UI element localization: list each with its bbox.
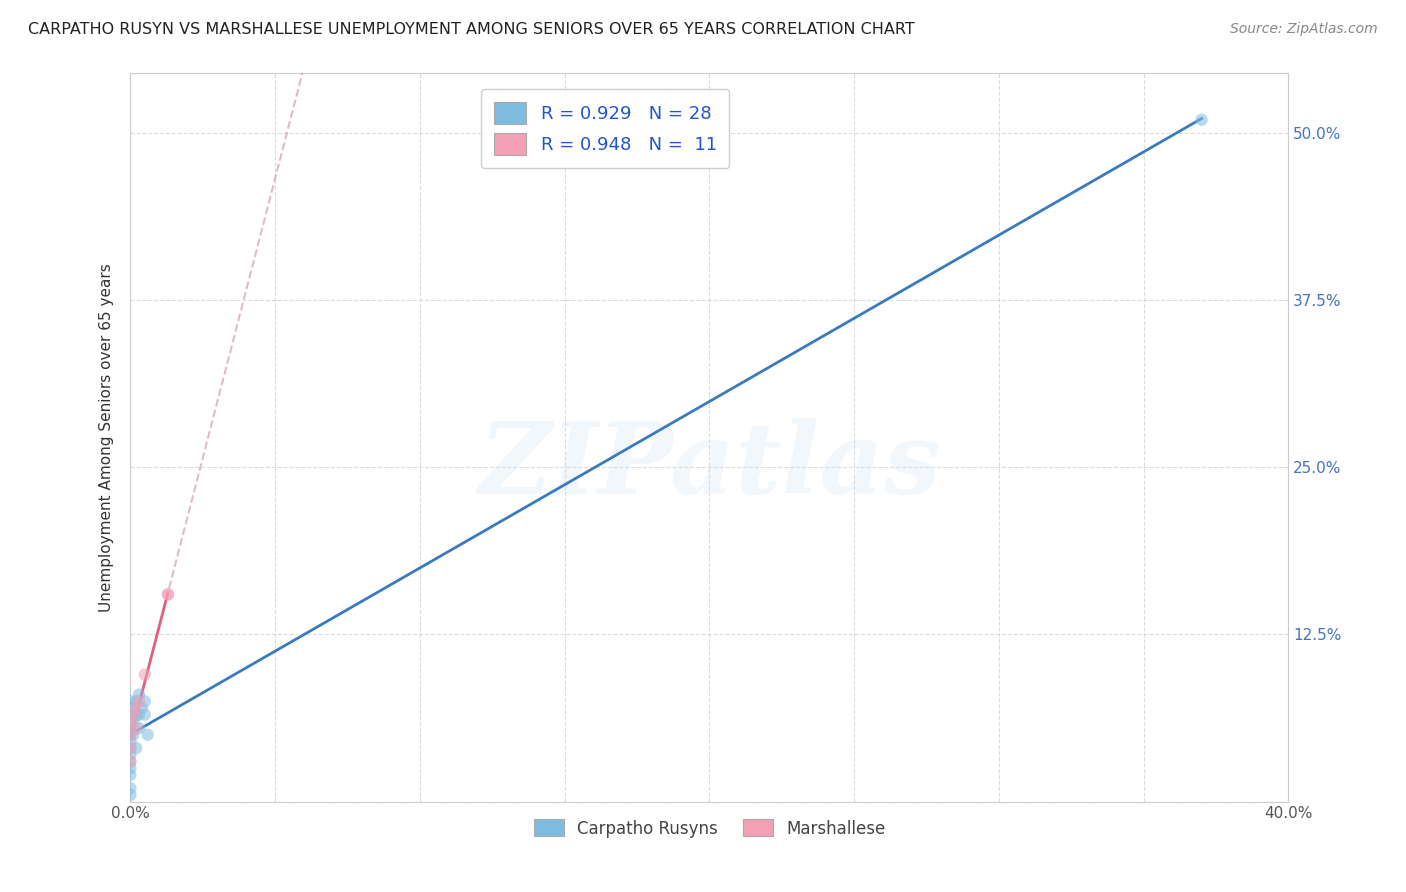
Point (122, 707, 145, 722)
Point (120, 728, 142, 742)
Point (120, 755, 142, 769)
Point (120, 741, 142, 756)
Point (120, 768, 142, 782)
Point (156, 587, 179, 601)
Point (120, 714, 142, 729)
Point (131, 701, 153, 715)
Point (120, 728, 142, 742)
Point (122, 728, 145, 742)
Point (134, 707, 156, 722)
Point (128, 707, 150, 722)
Legend: Carpatho Rusyns, Marshallese: Carpatho Rusyns, Marshallese (527, 813, 891, 844)
Point (1191, 112, 1213, 127)
Point (128, 688, 150, 702)
Point (120, 734, 142, 748)
Point (120, 761, 142, 775)
Point (136, 728, 159, 742)
Text: Source: ZipAtlas.com: Source: ZipAtlas.com (1230, 22, 1378, 37)
Text: CARPATHO RUSYN VS MARSHALLESE UNEMPLOYMENT AMONG SENIORS OVER 65 YEARS CORRELATI: CARPATHO RUSYN VS MARSHALLESE UNEMPLOYME… (28, 22, 915, 37)
Point (125, 694, 148, 708)
Point (120, 721, 142, 735)
Point (128, 694, 150, 708)
Point (120, 701, 142, 715)
Point (120, 747, 142, 762)
Y-axis label: Unemployment Among Seniors over 65 years: Unemployment Among Seniors over 65 years (100, 263, 114, 612)
Point (120, 781, 142, 796)
Point (125, 741, 148, 756)
Point (122, 701, 145, 715)
Point (128, 721, 150, 735)
Point (120, 755, 142, 769)
Point (122, 714, 145, 729)
Point (156, 587, 179, 601)
Point (120, 741, 142, 756)
Point (134, 667, 156, 681)
Point (120, 788, 142, 802)
Point (134, 694, 156, 708)
Point (120, 694, 142, 708)
Point (125, 701, 148, 715)
Point (120, 707, 142, 722)
Text: ZIPatlas: ZIPatlas (478, 418, 941, 515)
Point (125, 721, 148, 735)
Point (120, 714, 142, 729)
Point (125, 707, 148, 722)
